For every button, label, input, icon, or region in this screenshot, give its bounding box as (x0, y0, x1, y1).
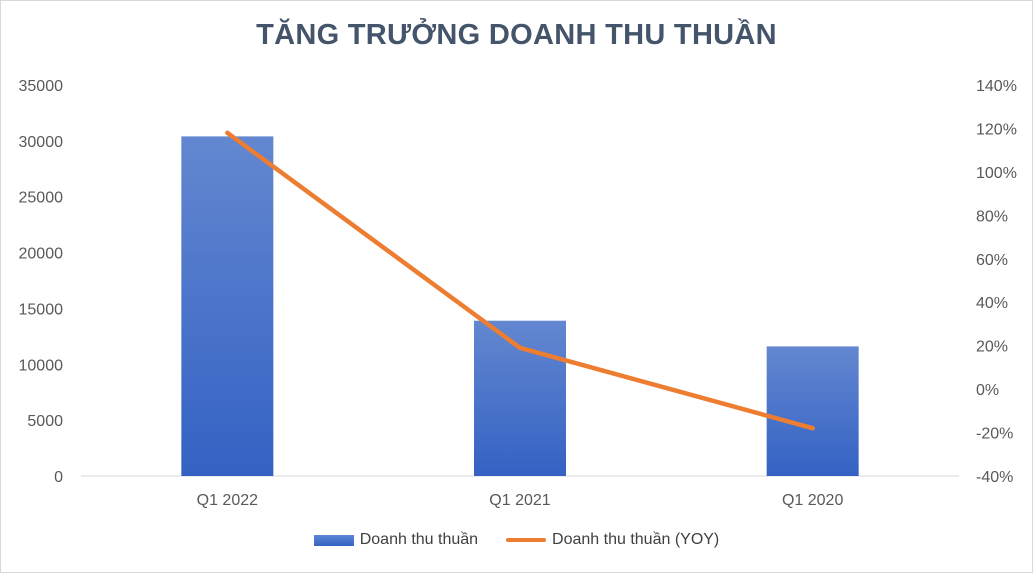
y-left-tick-label: 5000 (27, 413, 63, 430)
y-left-tick-label: 25000 (19, 190, 64, 207)
legend-label-line: Doanh thu thuần (YOY) (552, 531, 720, 548)
chart-title: TĂNG TRƯỞNG DOANH THU THUẦN (256, 19, 777, 51)
y-left-tick-label: 30000 (19, 134, 64, 151)
y-right-tick-label: 100% (976, 165, 1017, 182)
bar (766, 346, 859, 476)
x-tick-label: Q1 2021 (489, 492, 550, 509)
y-right-tick-label: 120% (976, 121, 1017, 138)
legend-swatch-bar (313, 534, 354, 546)
y-right-tick-label: 0% (976, 382, 999, 399)
y-left-tick-label: 20000 (19, 246, 64, 263)
legend-item-line[interactable]: Doanh thu thuần (YOY) (506, 531, 719, 549)
legend-label-bar: Doanh thu thuần (359, 531, 479, 548)
y-right-tick-label: -20% (976, 426, 1013, 443)
y-left-tick-label: 35000 (19, 78, 64, 95)
y-left-tick-label: 0 (54, 469, 63, 486)
y-right-tick-label: -40% (976, 469, 1013, 486)
legend: Doanh thu thuần Doanh thu thuần (YOY) (1, 531, 1032, 549)
bar (181, 136, 274, 477)
bar (474, 320, 566, 476)
y-right-tick-label: 60% (976, 252, 1008, 269)
x-tick-label: Q1 2020 (782, 492, 843, 509)
legend-item-bar[interactable]: Doanh thu thuần (313, 531, 479, 549)
y-right-tick-label: 20% (976, 339, 1008, 356)
y-left-tick-label: 15000 (19, 301, 64, 318)
legend-swatch-line (506, 538, 547, 542)
x-tick-label: Q1 2022 (197, 492, 258, 509)
y-right-tick-label: 140% (976, 78, 1017, 95)
y-right-tick-label: 80% (976, 208, 1008, 225)
y-right-tick-label: 40% (976, 295, 1008, 312)
y-left-tick-label: 10000 (19, 357, 64, 374)
